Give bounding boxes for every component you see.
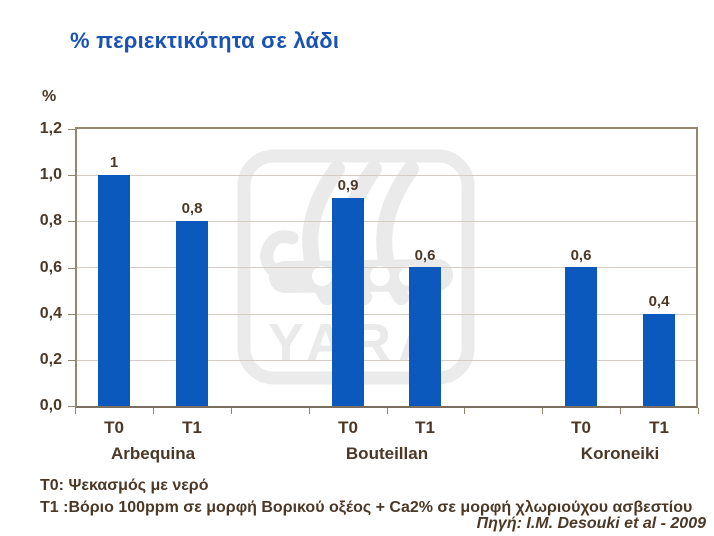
y-tick-label-0,6: 0,6: [39, 259, 62, 276]
x-tick-mark-4: [387, 408, 388, 414]
bar-Koroneiki-T0: [565, 267, 597, 406]
bar-value-label-Koroneiki-T1: 0,4: [648, 293, 670, 310]
x-axis-label-Koroneiki-T1: T1: [649, 418, 669, 437]
footnotes-block: T0: Ψεκασμός με νερό T1 :Βόριο 100ppm σε…: [40, 475, 692, 519]
y-axis-unit-label: %: [42, 88, 57, 105]
y-tick-mark-0,4: [68, 314, 75, 315]
x-axis-label-Koroneiki-T0: T0: [571, 418, 591, 437]
gridline-0,8: [77, 221, 696, 222]
y-tick-mark-0,0: [68, 406, 75, 407]
x-axis-label-Bouteillan-T1: T1: [415, 418, 435, 437]
category-label-Bouteillan: Bouteillan: [345, 444, 429, 463]
plot-area: YARA 10,80,90,60,60,4: [75, 127, 698, 408]
bar-Koroneiki-T1: [643, 314, 675, 406]
y-tick-mark-1,2: [68, 129, 75, 130]
y-tick-mark-1,0: [68, 175, 75, 176]
bar-value-label-Arbequina-T0: 1: [109, 154, 119, 171]
gridline-0,6: [77, 267, 696, 268]
y-tick-label-0,0: 0,0: [39, 397, 62, 414]
bar-Bouteillan-T1: [409, 267, 441, 406]
y-tick-label-1,0: 1,0: [39, 166, 62, 183]
gridline-1,0: [77, 175, 696, 176]
x-tick-mark-7: [620, 408, 621, 414]
bar-Arbequina-T1: [176, 221, 208, 406]
x-tick-mark-6: [542, 408, 543, 414]
y-tick-mark-0,2: [68, 360, 75, 361]
category-label-Koroneiki: Koroneiki: [580, 444, 660, 463]
x-tick-mark-2: [231, 408, 232, 414]
x-axis-label-Arbequina-T1: T1: [182, 418, 202, 437]
x-tick-mark-1: [153, 408, 154, 414]
plot-frame: [75, 127, 698, 408]
x-tick-mark-3: [309, 408, 310, 414]
x-tick-mark-0: [75, 408, 76, 414]
chart-title: % περιεκτικότητα σε λάδι: [70, 28, 340, 53]
x-axis-label-Bouteillan-T0: T0: [338, 418, 358, 437]
y-tick-label-0,2: 0,2: [39, 351, 62, 368]
x-axis-label-Arbequina-T0: T0: [104, 418, 124, 437]
bar-value-label-Bouteillan-T0: 0,9: [337, 177, 359, 194]
x-tick-mark-5: [464, 408, 465, 414]
bar-value-label-Arbequina-T1: 0,8: [181, 200, 203, 217]
footnote-t0: T0: Ψεκασμός με νερό: [40, 477, 209, 494]
bar-Arbequina-T0: [98, 175, 130, 406]
source-citation: Πηγή: I.M. Desouki et al - 2009: [476, 515, 706, 532]
gridline-0,2: [77, 360, 696, 361]
y-tick-mark-0,6: [68, 268, 75, 269]
category-label-Arbequina: Arbequina: [110, 444, 196, 463]
y-tick-label-1,2: 1,2: [39, 120, 62, 137]
bar-value-label-Bouteillan-T1: 0,6: [414, 247, 436, 264]
y-tick-label-0,4: 0,4: [39, 305, 62, 322]
gridline-0,4: [77, 314, 696, 315]
y-tick-label-0,8: 0,8: [39, 212, 62, 229]
x-tick-mark-8: [698, 408, 699, 414]
y-tick-mark-0,8: [68, 221, 75, 222]
footnote-t1: T1 :Βόριο 100ppm σε μορφή Βορικού οξέος …: [40, 499, 693, 516]
bar-value-label-Koroneiki-T0: 0,6: [570, 247, 592, 264]
bar-Bouteillan-T0: [332, 198, 364, 406]
